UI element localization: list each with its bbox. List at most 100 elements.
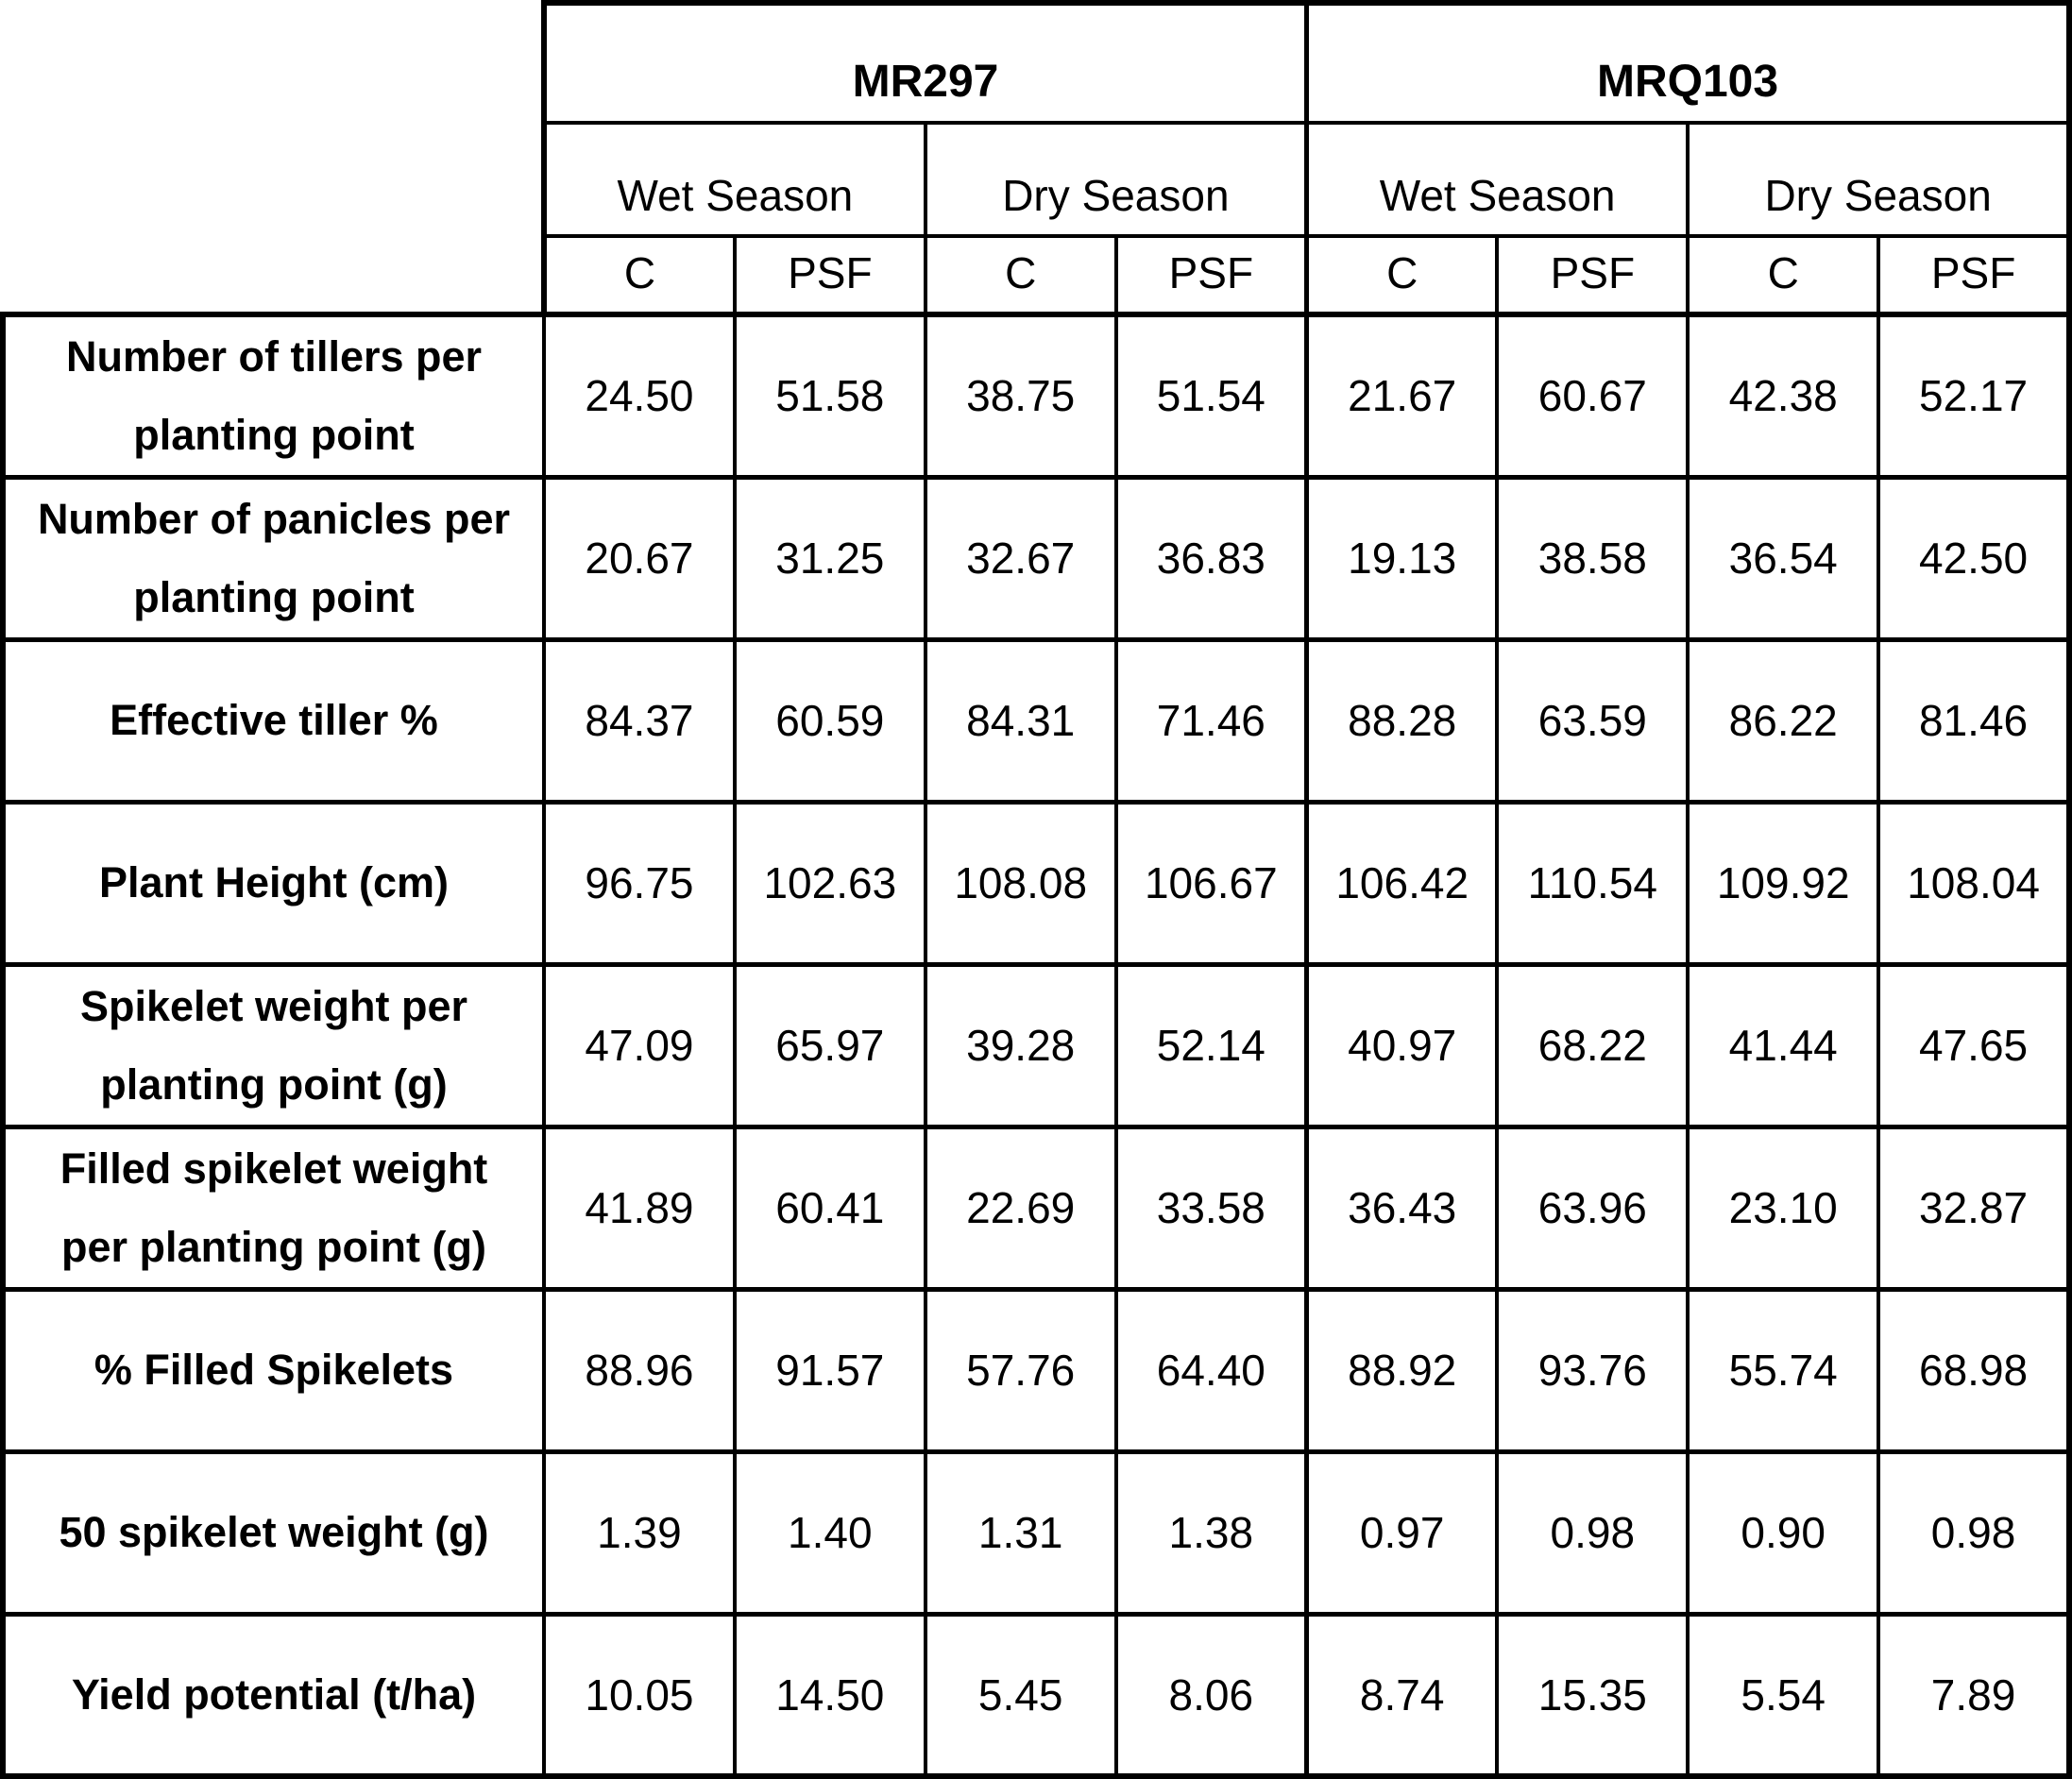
data-cell: 15.35 [1495,1611,1690,1779]
data-cell: 36.43 [1304,1124,1500,1292]
data-cell: 96.75 [542,799,737,967]
season-header: Wet Season [1304,121,1690,238]
data-cell: 1.40 [732,1449,927,1617]
data-cell: 106.42 [1304,799,1500,967]
data-cell: 32.67 [923,474,1118,642]
season-header: Dry Season [923,121,1309,238]
data-cell: 91.57 [732,1286,927,1454]
data-cell: 52.17 [1877,312,2072,480]
corner-cell [3,3,544,314]
treatment-header: C [541,234,737,316]
data-cell: 93.76 [1495,1286,1690,1454]
data-cell: 110.54 [1495,799,1690,967]
data-cell: 63.59 [1495,636,1690,805]
data-cell: 109.92 [1686,799,1881,967]
data-cell: 84.37 [542,636,737,805]
data-cell: 5.45 [923,1611,1118,1779]
data-cell: 0.90 [1686,1449,1881,1617]
data-cell: 88.28 [1304,636,1500,805]
treatment-header: PSF [1877,234,2072,316]
season-header-row: Wet Season Dry Season Wet Season Dry Sea… [3,121,2072,238]
group-header-mrq103: MRQ103 [1304,0,2072,125]
data-cell: 8.74 [1304,1611,1500,1779]
data-cell: 57.76 [923,1286,1118,1454]
data-cell: 20.67 [542,474,737,642]
data-cell: 41.44 [1686,961,1881,1129]
data-cell: 68.98 [1877,1286,2072,1454]
treatment-header: PSF [1495,234,1690,316]
data-cell: 88.92 [1304,1286,1500,1454]
data-cell: 60.41 [732,1124,927,1292]
data-cell: 38.75 [923,312,1118,480]
data-cell: 106.67 [1113,799,1309,967]
row-label: Yield potential (t/ha) [0,1611,546,1779]
data-cell: 8.06 [1113,1611,1309,1779]
data-cell: 1.39 [542,1449,737,1617]
row-label: 50 spikelet weight (g) [0,1449,546,1617]
data-cell: 0.98 [1495,1449,1690,1617]
data-cell: 47.09 [542,961,737,1129]
row-label: Number of panicles per planting point [0,474,546,642]
row-label: Filled spikelet weight per planting poin… [0,1124,546,1292]
row-label: % Filled Spikelets [0,1286,546,1454]
data-cell: 36.83 [1113,474,1309,642]
data-cell: 86.22 [1686,636,1881,805]
row-label: Spikelet weight per planting point (g) [0,961,546,1129]
data-cell: 108.08 [923,799,1118,967]
data-cell: 60.67 [1495,312,1690,480]
treatment-header: C [1686,234,1881,316]
treatment-header: C [1304,234,1500,316]
treatment-header: PSF [1113,234,1309,316]
data-cell: 84.31 [923,636,1118,805]
data-cell: 40.97 [1304,961,1500,1129]
table-row: Number of panicles per planting point 20… [0,474,2072,642]
group-header-mr297: MR297 [541,0,1309,125]
data-cell: 22.69 [923,1124,1118,1292]
data-cell: 60.59 [732,636,927,805]
row-label: Effective tiller % [0,636,546,805]
data-cell: 10.05 [542,1611,737,1779]
data-cell: 52.14 [1113,961,1309,1129]
table-row: % Filled Spikelets 88.96 91.57 57.76 64.… [0,1286,2072,1454]
data-cell: 81.46 [1877,636,2072,805]
data-cell: 31.25 [732,474,927,642]
data-cell: 5.54 [1686,1611,1881,1779]
season-header: Dry Season [1686,121,2072,238]
table-row: Number of tillers per planting point 24.… [0,312,2072,480]
data-cell: 24.50 [542,312,737,480]
data-cell: 47.65 [1877,961,2072,1129]
data-cell: 42.38 [1686,312,1881,480]
table-row: Plant Height (cm) 96.75 102.63 108.08 10… [0,799,2072,967]
table-row: Effective tiller % 84.37 60.59 84.31 71.… [0,636,2072,805]
table-row: Yield potential (t/ha) 10.05 14.50 5.45 … [0,1611,2072,1779]
data-cell: 21.67 [1304,312,1500,480]
data-cell: 51.58 [732,312,927,480]
data-cell: 41.89 [542,1124,737,1292]
treatment-header: C [923,234,1118,316]
table-row: 50 spikelet weight (g) 1.39 1.40 1.31 1.… [0,1449,2072,1617]
data-cell: 1.38 [1113,1449,1309,1617]
data-cell: 14.50 [732,1611,927,1779]
data-cell: 88.96 [542,1286,737,1454]
data-cell: 36.54 [1686,474,1881,642]
data-cell: 33.58 [1113,1124,1309,1292]
data-cell: 65.97 [732,961,927,1129]
table-row: Spikelet weight per planting point (g) 4… [0,961,2072,1129]
data-cell: 7.89 [1877,1611,2072,1779]
group-header-row: MR297 MRQ103 [3,0,2072,314]
data-cell: 0.97 [1304,1449,1500,1617]
treatment-header-row: C PSF C PSF C PSF C PSF [3,234,2072,316]
data-cell: 71.46 [1113,636,1309,805]
season-header: Wet Season [541,121,927,238]
data-cell: 39.28 [923,961,1118,1129]
data-cell: 38.58 [1495,474,1690,642]
table-body: Number of tillers per planting point 24.… [0,312,2072,1779]
data-cell: 55.74 [1686,1286,1881,1454]
data-cell: 0.98 [1877,1449,2072,1617]
data-cell: 64.40 [1113,1286,1309,1454]
data-cell: 68.22 [1495,961,1690,1129]
row-label: Number of tillers per planting point [0,312,546,480]
table-row: Filled spikelet weight per planting poin… [0,1124,2072,1292]
data-cell: 42.50 [1877,474,2072,642]
